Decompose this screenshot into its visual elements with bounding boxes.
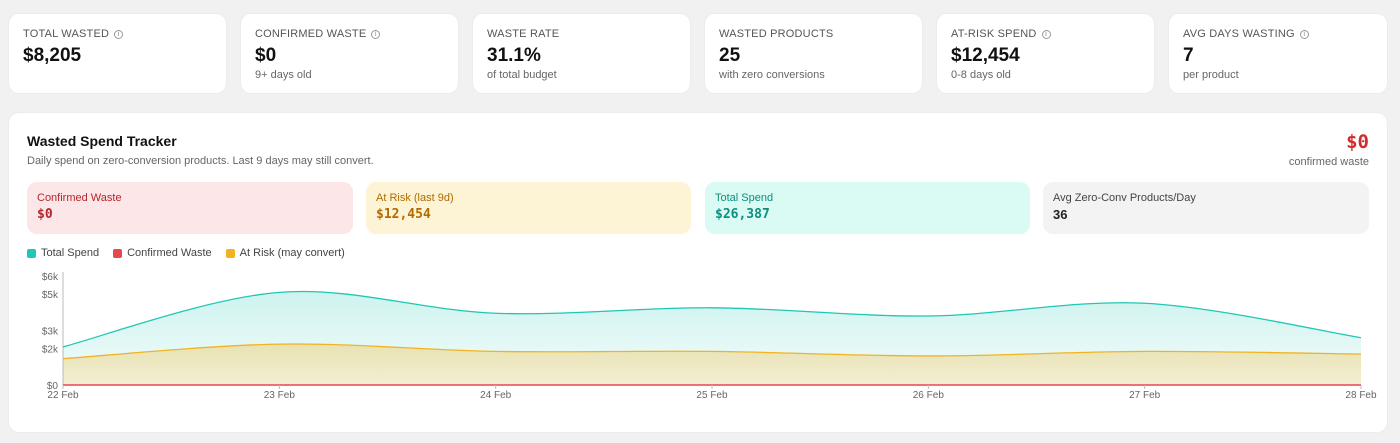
info-icon[interactable]: i bbox=[1299, 29, 1309, 39]
panel-subtitle: Daily spend on zero-conversion products.… bbox=[27, 155, 374, 167]
info-icon[interactable]: i bbox=[114, 29, 124, 39]
kpi-subtext: 9+ days old bbox=[255, 69, 312, 81]
stat-label: At Risk (last 9d) bbox=[376, 192, 454, 204]
legend-swatch bbox=[225, 248, 235, 258]
stat-value: 36 bbox=[1053, 207, 1068, 222]
x-tick-label: 25 Feb bbox=[696, 390, 728, 401]
stat-label: Total Spend bbox=[715, 192, 774, 204]
kpi-card-waste-rate: WASTE RATE 31.1% of total budget bbox=[473, 14, 690, 93]
kpi-label: WASTE RATE bbox=[487, 28, 560, 40]
stat-label: Avg Zero-Conv Products/Day bbox=[1053, 192, 1196, 204]
y-tick-label: $6k bbox=[42, 272, 59, 283]
panel-title: Wasted Spend Tracker bbox=[27, 133, 177, 149]
kpi-value: 31.1% bbox=[487, 45, 541, 66]
kpi-card-confirmed-waste: CONFIRMED WASTE i $0 9+ days old bbox=[241, 14, 458, 93]
series-line-0[interactable] bbox=[62, 290, 1362, 348]
x-tick-label: 27 Feb bbox=[1129, 390, 1161, 401]
legend-item-confirmed-waste[interactable]: Confirmed Waste bbox=[113, 247, 212, 259]
stat-card-avg-zero-conv: Avg Zero-Conv Products/Day 36 bbox=[1043, 182, 1369, 234]
kpi-value: $12,454 bbox=[951, 45, 1020, 66]
kpi-label: AT-RISK SPEND bbox=[951, 28, 1037, 40]
kpi-value: $0 bbox=[255, 45, 277, 66]
legend-swatch bbox=[113, 248, 123, 258]
legend-item-total-spend[interactable]: Total Spend bbox=[27, 247, 99, 259]
stat-value: $26,387 bbox=[715, 207, 770, 222]
legend-item-at-risk[interactable]: At Risk (may convert) bbox=[225, 247, 345, 259]
y-tick-label: $5k bbox=[42, 290, 59, 301]
stat-value: $0 bbox=[37, 207, 53, 222]
stat-card-at-risk: At Risk (last 9d) $12,454 bbox=[366, 182, 691, 234]
y-tick-label: $2k bbox=[42, 345, 59, 356]
kpi-value: $8,205 bbox=[23, 45, 82, 66]
kpi-label: TOTAL WASTED bbox=[23, 28, 110, 40]
info-icon[interactable]: i bbox=[1041, 29, 1051, 39]
y-tick-label: $3k bbox=[42, 327, 59, 338]
series-line-2[interactable] bbox=[62, 343, 1362, 360]
x-tick-label: 23 Feb bbox=[264, 390, 296, 401]
stat-card-total-spend: Total Spend $26,387 bbox=[705, 182, 1030, 234]
kpi-card-wasted-products: WASTED PRODUCTS 25 with zero conversions bbox=[705, 14, 922, 93]
x-tick-label: 28 Feb bbox=[1345, 390, 1377, 401]
kpi-subtext: with zero conversions bbox=[719, 69, 825, 81]
kpi-card-at-risk-spend: AT-RISK SPEND i $12,454 0-8 days old bbox=[937, 14, 1154, 93]
stat-card-confirmed-waste: Confirmed Waste $0 bbox=[27, 182, 353, 234]
stat-value: $12,454 bbox=[376, 207, 431, 222]
info-icon[interactable]: i bbox=[371, 29, 381, 39]
legend-label: Total Spend bbox=[41, 247, 100, 259]
x-tick-label: 26 Feb bbox=[913, 390, 945, 401]
y-tick-label: $0 bbox=[47, 381, 59, 392]
stat-label: Confirmed Waste bbox=[37, 192, 122, 204]
x-tick-label: 24 Feb bbox=[480, 390, 512, 401]
kpi-subtext: of total budget bbox=[487, 69, 557, 81]
kpi-value: 7 bbox=[1183, 45, 1194, 66]
legend-label: At Risk (may convert) bbox=[239, 247, 345, 259]
kpi-label: WASTED PRODUCTS bbox=[719, 28, 834, 40]
kpi-card-total-wasted: TOTAL WASTED i $8,205 bbox=[9, 14, 226, 93]
kpi-value: 25 bbox=[719, 45, 741, 66]
kpi-label: CONFIRMED WASTE bbox=[255, 28, 367, 40]
confirmed-waste-caption: confirmed waste bbox=[1288, 156, 1369, 168]
legend-label: Confirmed Waste bbox=[127, 247, 212, 259]
legend-swatch bbox=[27, 248, 36, 258]
chart-legend: Total Spend Confirmed Waste At Risk (may… bbox=[27, 247, 345, 259]
kpi-subtext: 0-8 days old bbox=[951, 69, 1011, 81]
confirmed-waste-total: $0 bbox=[1346, 131, 1369, 153]
kpi-card-avg-days-wasting: AVG DAYS WASTING i 7 per product bbox=[1169, 14, 1387, 93]
x-tick-label: 22 Feb bbox=[47, 390, 79, 401]
kpi-label: AVG DAYS WASTING bbox=[1183, 28, 1295, 40]
kpi-subtext: per product bbox=[1183, 69, 1239, 81]
